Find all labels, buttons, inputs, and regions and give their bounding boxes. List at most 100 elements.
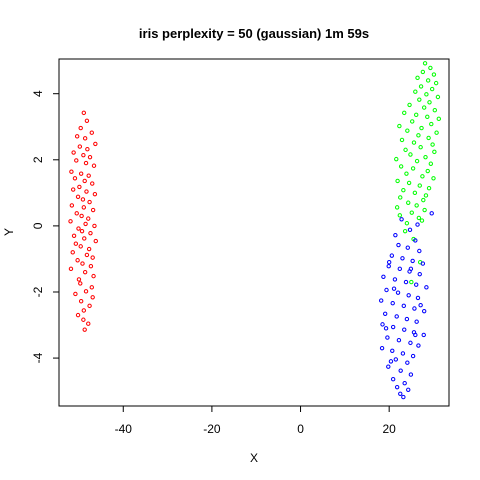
- data-point: [69, 169, 74, 174]
- data-point: [383, 326, 389, 331]
- data-point: [380, 322, 385, 327]
- data-point: [425, 114, 430, 120]
- data-point: [420, 261, 426, 266]
- data-point: [386, 260, 392, 265]
- data-point: [410, 166, 416, 171]
- data-point: [70, 187, 76, 192]
- data-point: [78, 171, 84, 176]
- data-point: [420, 174, 425, 179]
- data-point: [394, 384, 400, 390]
- data-point: [86, 173, 91, 178]
- data-point: [417, 183, 422, 188]
- data-point: [414, 112, 419, 118]
- data-point: [433, 80, 439, 86]
- x-axis: -40 -20 0 20: [115, 406, 396, 436]
- data-point: [89, 130, 94, 135]
- data-point: [416, 215, 422, 221]
- data-point: [81, 317, 86, 322]
- data-point: [419, 125, 424, 131]
- data-point: [414, 203, 419, 208]
- y-axis-label: Y: [2, 228, 16, 236]
- data-point: [83, 160, 89, 166]
- data-point: [395, 178, 400, 184]
- plot-frame: [58, 58, 450, 407]
- data-point: [84, 189, 89, 194]
- data-point: [388, 359, 394, 364]
- data-point: [413, 238, 418, 243]
- data-point: [427, 100, 432, 105]
- data-point: [88, 264, 94, 269]
- data-point: [399, 217, 404, 222]
- data-point: [434, 130, 439, 135]
- data-point: [398, 391, 403, 396]
- data-point: [414, 319, 419, 324]
- data-point: [82, 178, 87, 184]
- data-point: [413, 89, 418, 94]
- data-point: [411, 140, 417, 145]
- data-point: [415, 75, 420, 81]
- data-point: [424, 92, 429, 97]
- data-point: [422, 61, 428, 66]
- data-point: [390, 377, 396, 382]
- data-point: [73, 241, 79, 246]
- data-point: [429, 211, 434, 216]
- data-point: [381, 274, 386, 279]
- data-point: [428, 161, 434, 166]
- data-point: [68, 219, 73, 224]
- data-point: [393, 357, 399, 362]
- data-point: [422, 207, 427, 213]
- data-point: [74, 158, 79, 163]
- data-point: [420, 69, 426, 75]
- data-point: [401, 303, 406, 309]
- data-point: [74, 211, 79, 216]
- data-point: [426, 135, 431, 141]
- x-tick-label: 20: [382, 422, 396, 436]
- data-point: [404, 221, 410, 226]
- y-tick-label: 0: [31, 222, 45, 229]
- data-point: [394, 314, 399, 319]
- x-axis-label: X: [250, 451, 258, 465]
- data-point: [408, 266, 414, 272]
- data-point: [409, 210, 414, 215]
- data-point: [416, 133, 421, 138]
- data-point: [80, 261, 85, 266]
- data-point: [81, 308, 87, 313]
- data-point: [402, 327, 407, 332]
- data-point: [392, 277, 398, 282]
- data-point: [425, 168, 430, 174]
- data-point: [74, 134, 80, 139]
- data-point: [405, 245, 410, 250]
- data-point: [91, 163, 97, 168]
- data-point: [82, 136, 88, 141]
- data-point: [68, 266, 74, 272]
- data-point: [408, 372, 414, 377]
- data-point: [408, 152, 413, 157]
- data-point: [395, 290, 401, 295]
- data-point: [417, 248, 422, 254]
- data-point: [414, 158, 420, 164]
- data-point: [384, 287, 389, 293]
- data-point: [410, 119, 415, 124]
- y-tick-label: -2: [31, 286, 45, 297]
- y-tick-label: 2: [31, 156, 45, 163]
- data-point: [431, 72, 437, 77]
- data-point: [78, 299, 84, 304]
- data-point: [389, 253, 395, 258]
- data-point: [406, 180, 412, 186]
- data-point: [421, 105, 427, 110]
- data-point: [379, 345, 385, 351]
- data-point: [418, 303, 423, 308]
- data-point: [407, 102, 412, 108]
- data-point: [410, 258, 415, 264]
- data-point: [81, 152, 86, 158]
- data-point: [396, 338, 402, 343]
- data-point: [70, 250, 75, 255]
- data-point: [415, 295, 421, 301]
- data-point: [405, 360, 410, 365]
- data-point: [76, 277, 82, 282]
- data-point: [385, 335, 390, 340]
- data-point: [421, 332, 426, 338]
- data-point: [423, 193, 429, 198]
